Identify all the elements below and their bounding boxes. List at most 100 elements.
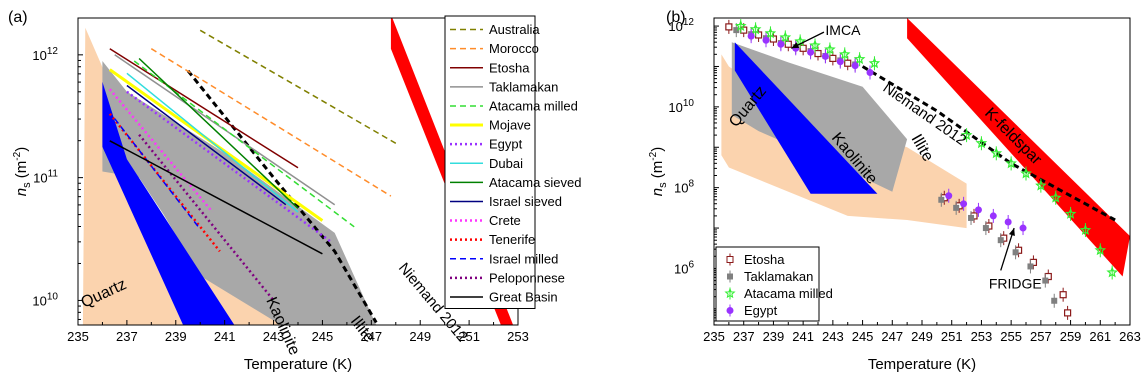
data-point	[784, 40, 792, 48]
legend-label-crete: Crete	[489, 213, 521, 228]
x-tick-label: 251	[941, 329, 963, 344]
series-egypt	[747, 29, 1027, 236]
y-tick-label: 1011	[33, 169, 58, 186]
x-tick-label: 243	[822, 329, 844, 344]
legend-label-atacama-milled: Atacama milled	[744, 286, 833, 301]
data-point	[975, 137, 988, 149]
data-point	[749, 23, 762, 35]
data-point	[945, 192, 953, 200]
data-point	[866, 69, 874, 77]
legend-label-etosha: Etosha	[744, 252, 785, 267]
data-point	[1049, 191, 1062, 203]
x-axis-label: Temperature (K)	[868, 356, 976, 373]
arrow-head	[791, 42, 800, 49]
x-tick-label: 249	[409, 329, 431, 344]
data-point	[1064, 207, 1077, 219]
series-line-australia	[199, 29, 397, 144]
data-point	[1012, 249, 1019, 256]
niemand-2012-line	[186, 69, 378, 324]
data-point	[762, 36, 770, 44]
legend-swatch-taklamakan	[727, 273, 733, 280]
series-line-israel-milled	[114, 118, 201, 230]
data-point	[1005, 157, 1017, 169]
data-point	[853, 53, 866, 65]
series-line-tenerife	[108, 113, 221, 253]
data-point	[733, 27, 740, 34]
x-tick-label: 255	[1000, 329, 1022, 344]
data-point	[1063, 309, 1072, 317]
panel-label: (b)	[666, 9, 686, 26]
series-line-israel-sieved	[126, 84, 287, 206]
x-tick-label: 239	[763, 329, 785, 344]
x-tick-label: 247	[881, 329, 903, 344]
legend-label-taklamakan: Taklamakan	[489, 79, 558, 94]
data-point	[974, 206, 982, 214]
series-line-dubai	[126, 72, 299, 213]
data-point	[824, 43, 836, 55]
legend-label-egypt: Egypt	[744, 303, 778, 318]
region-illite	[102, 61, 377, 325]
series-line-morocco	[150, 48, 392, 197]
region-illite	[731, 42, 908, 192]
region-kaolinite	[102, 81, 235, 325]
legend-box	[444, 15, 536, 309]
y-tick-label: 106	[674, 259, 694, 276]
legend-label-dubai: Dubai	[489, 156, 523, 171]
x-tick-label: 245	[312, 329, 334, 344]
x-tick-label: 253	[971, 329, 993, 344]
data-point	[1027, 263, 1034, 270]
series-line-great-basin	[109, 140, 323, 255]
y-tick-label: 1010	[32, 291, 58, 308]
series-line-peloponnese	[138, 133, 275, 302]
legend: Etosha Taklamakan Atacama milled Egypt	[715, 246, 833, 322]
legend-label-australia: Australia	[489, 22, 540, 37]
data-point	[960, 128, 973, 141]
legend-label-etosha: Etosha	[489, 60, 530, 75]
data-point	[868, 57, 881, 69]
legend-label-israel-sieved: Israel sieved	[489, 194, 562, 209]
data-point	[989, 212, 997, 220]
data-point	[1019, 224, 1027, 232]
x-tick-label: 261	[1089, 329, 1111, 344]
y-tick-label: 1012	[668, 17, 694, 34]
data-point	[968, 214, 975, 221]
x-axis-label: Temperature (K)	[244, 356, 352, 373]
data-point	[799, 44, 807, 52]
annotation-fridge: FRIDGE	[989, 276, 1042, 292]
legend: Australia Morocco Etosha Taklamakan Atacama …	[444, 15, 582, 309]
legend-label-israel-milled: Israel milled	[489, 251, 558, 266]
data-point	[1042, 277, 1049, 284]
series-line-etosha	[109, 48, 299, 169]
data-point	[836, 58, 844, 66]
x-tick-label: 235	[703, 329, 725, 344]
data-point	[1004, 218, 1012, 226]
legend-label-atacama-milled: Atacama milled	[489, 98, 578, 113]
legend-label-peloponnese: Peloponnese	[489, 270, 565, 285]
series-atacama-milled	[735, 19, 1119, 280]
x-tick-label: 245	[852, 329, 874, 344]
data-point	[953, 204, 960, 211]
series-line-crete	[108, 88, 214, 213]
data-point	[747, 32, 755, 40]
data-point	[938, 196, 945, 203]
x-tick-label: 241	[214, 329, 236, 344]
legend-label-atacama-sieved: Atacama sieved	[489, 175, 582, 190]
y-tick-label: 108	[674, 179, 694, 196]
x-tick-label: 253	[507, 329, 529, 344]
data-point	[777, 40, 785, 48]
y-axis-label: ns (m-2)	[648, 147, 669, 196]
niemand-2012-line	[861, 65, 1116, 222]
plot-area	[721, 18, 1130, 320]
data-point	[807, 48, 815, 56]
x-tick-label: 263	[1119, 329, 1141, 344]
y-axis-label: ns (m-2)	[12, 147, 33, 196]
x-tick-label: 257	[1030, 329, 1052, 344]
y-tick-label: 1010	[668, 98, 694, 115]
x-tick-label: 249	[911, 329, 933, 344]
x-tick-label: 241	[792, 329, 814, 344]
data-point	[1051, 297, 1058, 304]
legend-label-egypt: Egypt	[489, 137, 523, 152]
data-point	[764, 27, 777, 39]
